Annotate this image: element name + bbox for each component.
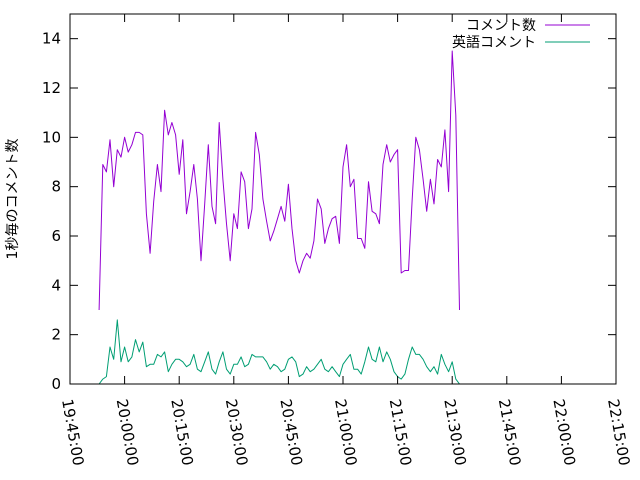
- y-tick-label: 4: [51, 276, 61, 294]
- y-tick-label: 14: [42, 30, 61, 48]
- y-axis-label: 1秒毎のコメント数: [5, 139, 21, 260]
- y-tick-label: 2: [51, 326, 61, 344]
- y-tick-label: 6: [51, 227, 61, 245]
- y-tick-label: 0: [51, 375, 61, 393]
- series-layer: [98, 50, 460, 385]
- legend-label: 英語コメント: [452, 34, 536, 51]
- series-line-1: [98, 50, 460, 311]
- y-tick-label: 10: [42, 128, 61, 146]
- y-axis: 0 2 4 6 8 10 12 14: [42, 30, 616, 393]
- y-tick-label: 8: [51, 178, 61, 196]
- legend-label: コメント数: [466, 18, 536, 34]
- y-tick-label: 12: [42, 79, 61, 97]
- series-line-2: [98, 319, 460, 385]
